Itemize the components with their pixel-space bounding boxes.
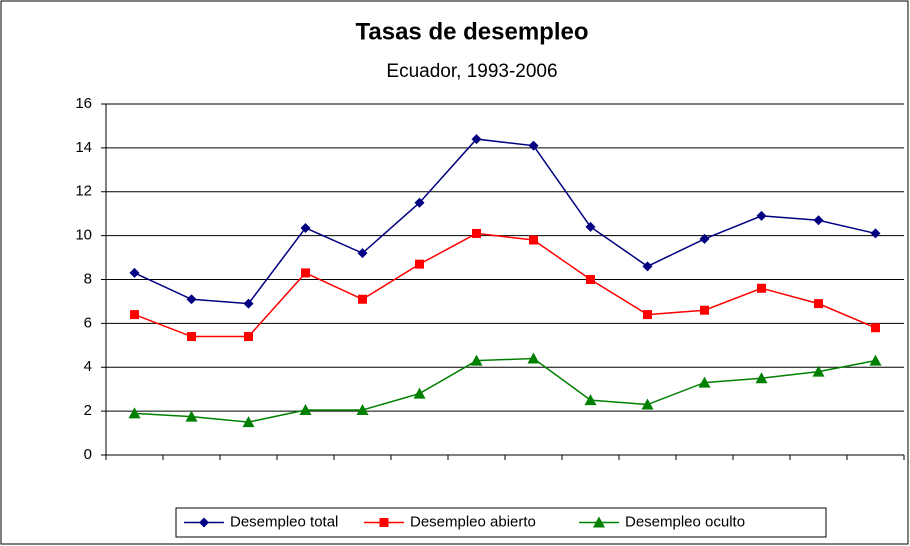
y-tick-label: 12 <box>75 183 92 200</box>
marker <box>243 298 254 309</box>
series-line <box>134 232 876 338</box>
y-tick-label: 14 <box>75 139 92 156</box>
marker <box>585 221 596 232</box>
marker <box>413 387 426 399</box>
legend-label: Desempleo oculto <box>625 513 745 530</box>
marker <box>301 268 310 278</box>
marker <box>641 398 654 410</box>
y-tick-label: 8 <box>84 270 92 287</box>
marker <box>471 134 482 145</box>
marker <box>529 235 538 245</box>
marker <box>357 248 368 259</box>
marker <box>700 305 709 315</box>
marker <box>187 332 196 342</box>
marker <box>698 376 711 388</box>
marker <box>415 259 424 269</box>
chart-title: Tasas de desempleo <box>356 18 589 45</box>
marker <box>527 352 540 364</box>
legend-box <box>175 507 827 538</box>
legend-label: Desempleo total <box>230 513 338 530</box>
marker <box>130 310 139 320</box>
marker <box>756 210 767 221</box>
marker <box>584 394 597 406</box>
y-tick-label: 4 <box>84 358 92 375</box>
marker <box>472 228 481 238</box>
marker <box>414 197 425 208</box>
marker <box>186 294 197 305</box>
chart-subtitle: Ecuador, 1993-2006 <box>386 61 557 82</box>
marker <box>642 261 653 272</box>
marker <box>814 299 823 309</box>
marker <box>593 516 605 528</box>
marker <box>871 323 880 333</box>
marker <box>813 215 824 226</box>
marker <box>185 410 198 422</box>
y-tick-label: 10 <box>75 227 92 244</box>
marker <box>242 416 255 428</box>
marker <box>128 407 141 419</box>
marker <box>358 294 367 304</box>
marker <box>129 267 140 278</box>
marker <box>470 354 483 366</box>
marker <box>643 310 652 320</box>
marker <box>586 275 595 284</box>
marker <box>528 140 539 151</box>
y-tick-label: 2 <box>84 402 92 419</box>
marker <box>869 354 882 366</box>
marker <box>300 222 311 233</box>
series-line <box>134 357 876 423</box>
legend-label: Desempleo abierto <box>410 513 536 530</box>
marker <box>699 233 710 244</box>
y-tick-label: 0 <box>84 446 92 463</box>
marker <box>356 404 369 416</box>
marker <box>812 365 825 377</box>
marker <box>299 404 312 416</box>
series-line <box>134 138 876 305</box>
marker <box>199 517 209 528</box>
marker <box>757 283 766 293</box>
y-tick-label: 6 <box>84 314 92 331</box>
marker <box>244 332 253 342</box>
marker <box>379 518 389 527</box>
marker <box>870 228 881 239</box>
marker <box>755 372 768 384</box>
y-tick-label: 16 <box>75 95 92 112</box>
